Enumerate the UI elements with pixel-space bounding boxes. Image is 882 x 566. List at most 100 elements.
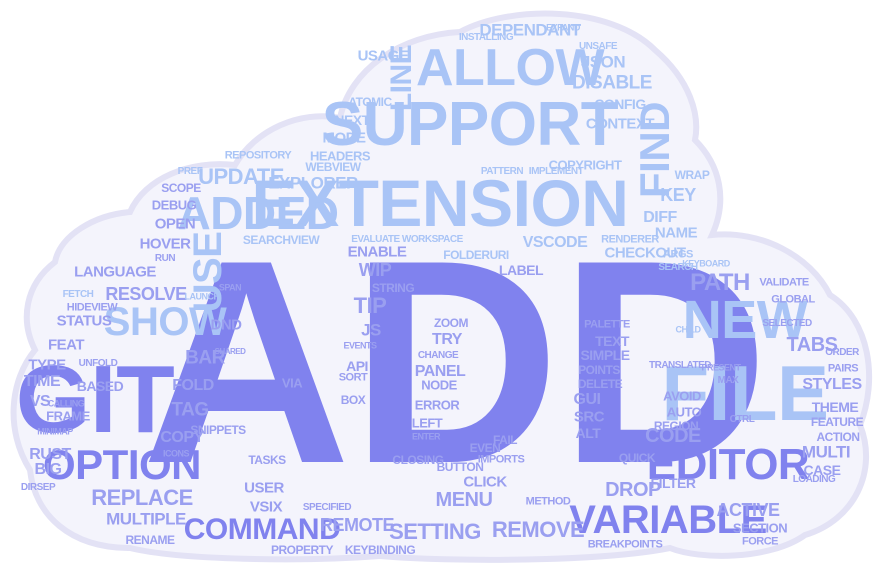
- word-styles: STYLES: [802, 376, 862, 393]
- word-validate: VALIDATE: [759, 276, 809, 289]
- word-run: RUN: [154, 253, 176, 264]
- word-try: TRY: [432, 331, 462, 348]
- word-remove: REMOVE: [491, 517, 585, 542]
- word-setting: SETTING: [389, 519, 481, 544]
- word-keyboard: KEYBOARD: [682, 258, 730, 269]
- word-tabs: TABS: [786, 334, 838, 356]
- word-panel: PANEL: [414, 363, 466, 380]
- word-minimap: MINIMAP: [37, 426, 73, 437]
- word-frame: FRAME: [46, 408, 90, 424]
- word-debug: DEBUG: [151, 197, 197, 213]
- word-zoom: ZOOM: [434, 316, 469, 330]
- word-alt: ALT: [575, 425, 601, 441]
- word-key: KEY: [660, 185, 696, 205]
- word-implement: IMPLEMENT: [528, 166, 584, 177]
- cloud-outline: [10, 10, 873, 563]
- word-enable: ENABLE: [347, 243, 407, 261]
- word-time: TIME: [23, 373, 61, 390]
- word-enter: ENTER: [411, 431, 441, 442]
- word-language: LANGUAGE: [74, 263, 156, 281]
- word-avoid: AVOID: [663, 388, 701, 404]
- word-multi: MULTI: [801, 442, 851, 462]
- word-variable: VARIABLE: [569, 498, 767, 542]
- word-rust: RUST: [29, 446, 71, 463]
- word-bar: BAR: [185, 347, 225, 369]
- word-replace: REPLACE: [91, 485, 193, 510]
- word-change: CHANGE: [417, 350, 459, 361]
- word-force: FORCE: [742, 535, 779, 548]
- word-region: REGION: [653, 419, 699, 433]
- word-case: CASE: [803, 462, 841, 478]
- word-git: GIT: [15, 346, 175, 453]
- word-palette: PALETTE: [584, 318, 630, 331]
- word-usage: USAGE: [357, 47, 409, 65]
- word-next: NEXT: [334, 112, 370, 128]
- word-breakpoints: BREAKPOINTS: [587, 538, 663, 551]
- word-explorer: EXPLORER: [268, 173, 358, 193]
- word-pref: PREF: [177, 166, 203, 177]
- word-keybinding: KEYBINDING: [344, 543, 416, 557]
- word-even: EVEN: [469, 441, 501, 455]
- word-left: LEFT: [411, 415, 443, 431]
- word-ctrl: CTRL: [729, 414, 755, 425]
- word-new: NEW: [682, 290, 808, 350]
- word-loading: LOADING: [792, 474, 836, 485]
- word-mode: MODE: [322, 129, 367, 147]
- word-tag: TAG: [171, 399, 209, 421]
- word-text: TEXT: [595, 333, 629, 349]
- word-disable: DISABLE: [572, 72, 652, 94]
- word-delete: DELETE: [577, 377, 623, 391]
- word-selected: SELECTED: [762, 318, 812, 329]
- word-auto: AUTO: [666, 404, 702, 420]
- word-box: BOX: [340, 393, 366, 407]
- word-src: SRC: [573, 408, 605, 426]
- word-dependant: DEPENDANT: [479, 20, 581, 40]
- word-rename: RENAME: [125, 533, 175, 547]
- word-calling: CALLING: [47, 398, 85, 409]
- word-search: SEARCH: [658, 262, 698, 273]
- word-simple: SIMPLE: [580, 347, 630, 363]
- word-config: CONFIG: [594, 96, 646, 112]
- word-child: CHILD: [675, 324, 702, 335]
- word-present: PRESENT: [701, 362, 741, 373]
- word-js: JS: [361, 320, 381, 340]
- word-unsafe: UNSAFE: [578, 41, 618, 52]
- word-filter: FILTER: [650, 475, 696, 491]
- word-folderuri: FOLDERURI: [443, 248, 509, 262]
- word-hideview: HIDEVIEW: [66, 301, 118, 314]
- word-fail: FAIL: [493, 433, 518, 447]
- word-gui: GUI: [573, 391, 601, 408]
- word-pattern: PATTERN: [480, 166, 524, 177]
- word-tip: TIP: [353, 293, 387, 318]
- word-json: JSON: [580, 52, 626, 72]
- word-fetch: FETCH: [62, 289, 94, 300]
- word-extension: EXTENSION: [251, 166, 629, 240]
- word-theme: THEME: [811, 399, 859, 415]
- word-events: EVENTS: [343, 340, 377, 351]
- word-option: OPTION: [42, 441, 202, 488]
- word-based: BASED: [76, 378, 124, 394]
- word-vs: VS: [29, 393, 51, 410]
- word-hover: HOVER: [139, 235, 191, 253]
- word-node: NODE: [421, 377, 457, 393]
- word-unfold: UNFOLD: [78, 358, 118, 369]
- word-editor: EDITOR: [646, 440, 810, 489]
- word-wip: WIP: [358, 260, 392, 280]
- word-scope: SCOPE: [161, 181, 201, 195]
- word-expand: EXPAND: [546, 22, 580, 33]
- word-quick: QUICK: [618, 451, 656, 465]
- word-headers: HEADERS: [309, 148, 371, 164]
- word-big: BIG: [34, 461, 62, 478]
- word-renderer: RENDERER: [601, 233, 659, 246]
- word-context: CONTEXT: [585, 115, 655, 133]
- word-support: SUPPORT: [321, 90, 619, 159]
- word-label: LABEL: [498, 262, 544, 278]
- word-wrap: WRAP: [674, 168, 710, 182]
- word-copy: COPY: [160, 429, 204, 446]
- word-checkout: CHECKOUT: [604, 244, 687, 262]
- word-sort: SORT: [338, 371, 368, 384]
- word-shared: SHARED: [214, 347, 246, 356]
